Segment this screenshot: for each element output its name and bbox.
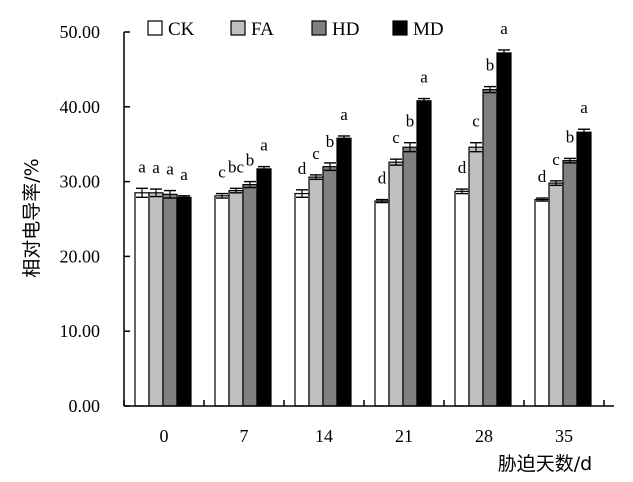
bar-hd-14	[322, 166, 338, 407]
bar-ck-28	[454, 190, 470, 407]
x-tick-label: 14	[315, 426, 333, 446]
x-axis: 0 7 14 21 28 35	[123, 400, 614, 446]
significance-letter: b	[406, 112, 415, 131]
bar-ck-14	[294, 192, 310, 407]
y-axis-title: 相对电导率/%	[21, 158, 43, 277]
significance-letter: d	[298, 159, 307, 178]
x-tick-label: 35	[555, 426, 573, 446]
legend-label-hd: HD	[332, 19, 359, 40]
legend-swatch-ck	[147, 20, 163, 36]
significance-letter: d	[538, 167, 547, 186]
bar-ck-35	[534, 198, 550, 407]
bar-md-0	[176, 196, 192, 407]
bar-fa-0	[148, 192, 164, 407]
bar-ck-21	[374, 200, 390, 407]
significance-letter: a	[138, 157, 146, 176]
x-tick-label: 21	[395, 426, 413, 446]
legend-swatch-fa	[230, 20, 246, 36]
significance-letter: d	[378, 169, 387, 188]
x-axis-title: 胁迫天数/d	[498, 453, 592, 475]
significance-letter: c	[392, 128, 400, 147]
x-tick-label: 7	[240, 426, 249, 446]
bar-fa-14	[308, 176, 324, 407]
bar-md-7	[256, 168, 272, 407]
bar-hd-28	[482, 88, 498, 407]
bar-hd-35	[562, 160, 578, 407]
y-tick-label: 0.00	[69, 396, 101, 416]
significance-letter: b	[566, 127, 575, 146]
significance-letter: b	[246, 151, 255, 170]
legend-swatch-hd	[311, 20, 327, 36]
significance-letter: c	[472, 112, 480, 131]
legend-label-ck: CK	[168, 19, 195, 40]
significance-letter: c	[218, 163, 226, 182]
legend: CK FA HD MD	[147, 19, 444, 40]
significance-letter: a	[580, 98, 588, 117]
bar-ck-0	[134, 192, 150, 407]
significance-letter: bc	[228, 157, 245, 176]
bar-fa-28	[468, 146, 484, 407]
significance-letter: a	[500, 19, 508, 38]
bar-md-35	[576, 131, 592, 407]
significance-letter: d	[458, 158, 467, 177]
bar-hd-7	[242, 183, 258, 407]
legend-label-md: MD	[413, 19, 444, 40]
legend-label-fa: FA	[251, 19, 274, 40]
y-tick-label: 20.00	[60, 246, 101, 266]
significance-letter: c	[552, 150, 560, 169]
bar-md-21	[416, 100, 432, 407]
y-tick-label: 10.00	[60, 321, 101, 341]
significance-letter: c	[312, 144, 320, 163]
error-bars	[136, 49, 590, 204]
bar-fa-7	[228, 189, 244, 407]
bar-md-28	[496, 52, 512, 407]
bar-groups	[134, 52, 592, 407]
significance-letter: b	[326, 132, 335, 151]
bar-ck-7	[214, 195, 230, 407]
y-tick-label: 50.00	[60, 22, 101, 42]
bar-hd-0	[162, 193, 178, 407]
significance-letter: a	[420, 68, 428, 87]
bar-fa-21	[388, 161, 404, 407]
significance-letter: a	[340, 105, 348, 124]
x-tick-label: 28	[475, 426, 493, 446]
significance-letter: a	[260, 136, 268, 155]
significance-letter: a	[180, 165, 188, 184]
bar-hd-21	[402, 146, 418, 407]
bar-fa-35	[548, 182, 564, 407]
significance-letter: a	[152, 158, 160, 177]
significance-letter: b	[486, 56, 495, 75]
y-tick-label: 40.00	[60, 97, 101, 117]
bar-md-14	[336, 137, 352, 407]
y-axis: 0.00 10.00 20.00 30.00 40.00 50.00	[60, 22, 130, 416]
legend-swatch-md	[392, 20, 408, 36]
x-tick-label: 0	[160, 426, 169, 446]
y-tick-label: 30.00	[60, 172, 101, 192]
significance-letter: a	[166, 160, 174, 179]
